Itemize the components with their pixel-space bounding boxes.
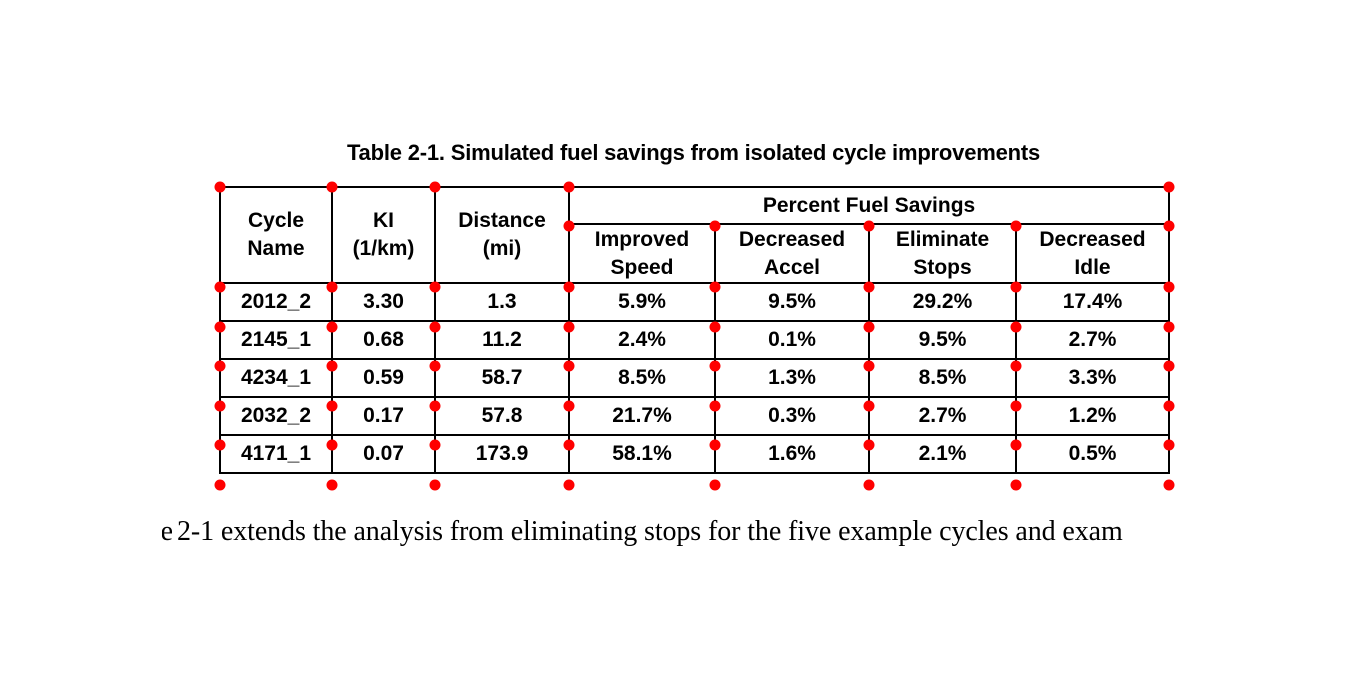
red-dot-marker: [709, 479, 721, 491]
table-cell: 173.9: [434, 434, 570, 474]
red-dot-marker: [863, 479, 875, 491]
table-cell: 2.1%: [868, 434, 1017, 474]
table-cell: 1.2%: [1014, 396, 1171, 436]
header-cell-decreased-idle: Decreased Idle: [1014, 223, 1171, 284]
table-cell: 1.3: [434, 282, 570, 322]
table-cell: 0.1%: [714, 320, 870, 360]
header-cell-eliminate-stops: Eliminate Stops: [868, 223, 1017, 284]
table-header-row: Cycle Name KI (1/km) Distance (mi) Perce…: [219, 186, 1171, 284]
table-cell: 58.1%: [568, 434, 716, 474]
table-cell: 1.3%: [714, 358, 870, 398]
table-cell: 2145_1: [219, 320, 333, 360]
table-row: 4234_1 0.59 58.7 8.5% 1.3% 8.5% 3.3%: [219, 358, 1171, 398]
table-subheader-row: Improved Speed Decreased Accel Eliminate…: [220, 223, 1171, 284]
table-row: 2032_2 0.17 57.8 21.7% 0.3% 2.7% 1.2%: [219, 396, 1171, 436]
table-cell: 1.6%: [714, 434, 870, 474]
header-cell-decreased-accel: Decreased Accel: [714, 223, 870, 284]
table-row: 2145_1 0.68 11.2 2.4% 0.1% 9.5% 2.7%: [219, 320, 1171, 360]
table-cell: 0.5%: [1014, 434, 1171, 474]
table-cell: 57.8: [434, 396, 570, 436]
table-cell: 4234_1: [219, 358, 333, 398]
clipped-word-fragment: e: [162, 516, 172, 547]
header-cell-distance: Distance (mi): [434, 186, 570, 284]
table-cell: 9.5%: [868, 320, 1017, 360]
fuel-savings-table: Cycle Name KI (1/km) Distance (mi) Perce…: [219, 186, 1171, 474]
table-cell: 9.5%: [714, 282, 870, 322]
table-cell: 2.7%: [1014, 320, 1171, 360]
table-cell: 3.3%: [1014, 358, 1171, 398]
red-dot-marker: [326, 479, 338, 491]
red-dot-marker: [214, 479, 226, 491]
table-cell: 0.3%: [714, 396, 870, 436]
red-dot-marker: [429, 479, 441, 491]
table-cell: 4171_1: [219, 434, 333, 474]
data-table-container: Cycle Name KI (1/km) Distance (mi) Perce…: [214, 181, 1175, 491]
table-cell: 2012_2: [219, 282, 333, 322]
red-dot-marker: [1010, 479, 1022, 491]
table-cell: 0.17: [331, 396, 436, 436]
table-cell: 8.5%: [568, 358, 716, 398]
table-cell: 0.68: [331, 320, 436, 360]
header-cell-improved-speed: Improved Speed: [568, 223, 716, 284]
red-dot-marker: [563, 479, 575, 491]
table-cell: 29.2%: [868, 282, 1017, 322]
header-cell-ki: KI (1/km): [331, 186, 436, 284]
table-cell: 0.59: [331, 358, 436, 398]
header-cell-cycle-name: Cycle Name: [219, 186, 333, 284]
table-cell: 8.5%: [868, 358, 1017, 398]
body-text-line: 2-1 extends the analysis from eliminatin…: [177, 516, 1123, 547]
table-row: 2012_2 3.30 1.3 5.9% 9.5% 29.2% 17.4%: [219, 282, 1171, 322]
table-caption: Table 2-1. Simulated fuel savings from i…: [346, 140, 1041, 165]
table-cell: 2.7%: [868, 396, 1017, 436]
red-dot-marker: [1163, 479, 1175, 491]
table-row: 4171_1 0.07 173.9 58.1% 1.6% 2.1% 0.5%: [219, 434, 1171, 474]
table-cell: 58.7: [434, 358, 570, 398]
table-cell: 21.7%: [568, 396, 716, 436]
table-cell: 5.9%: [568, 282, 716, 322]
table-cell: 11.2: [434, 320, 570, 360]
header-cell-percent-fuel-savings: Percent Fuel Savings: [567, 186, 1171, 225]
table-cell: 2.4%: [568, 320, 716, 360]
table-cell: 2032_2: [219, 396, 333, 436]
table-cell: 0.07: [331, 434, 436, 474]
table-cell: 3.30: [331, 282, 436, 322]
table-cell: 17.4%: [1014, 282, 1171, 322]
